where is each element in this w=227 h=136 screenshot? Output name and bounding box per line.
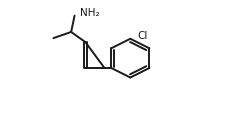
Text: NH₂: NH₂ — [80, 8, 99, 18]
Text: Cl: Cl — [136, 31, 147, 41]
